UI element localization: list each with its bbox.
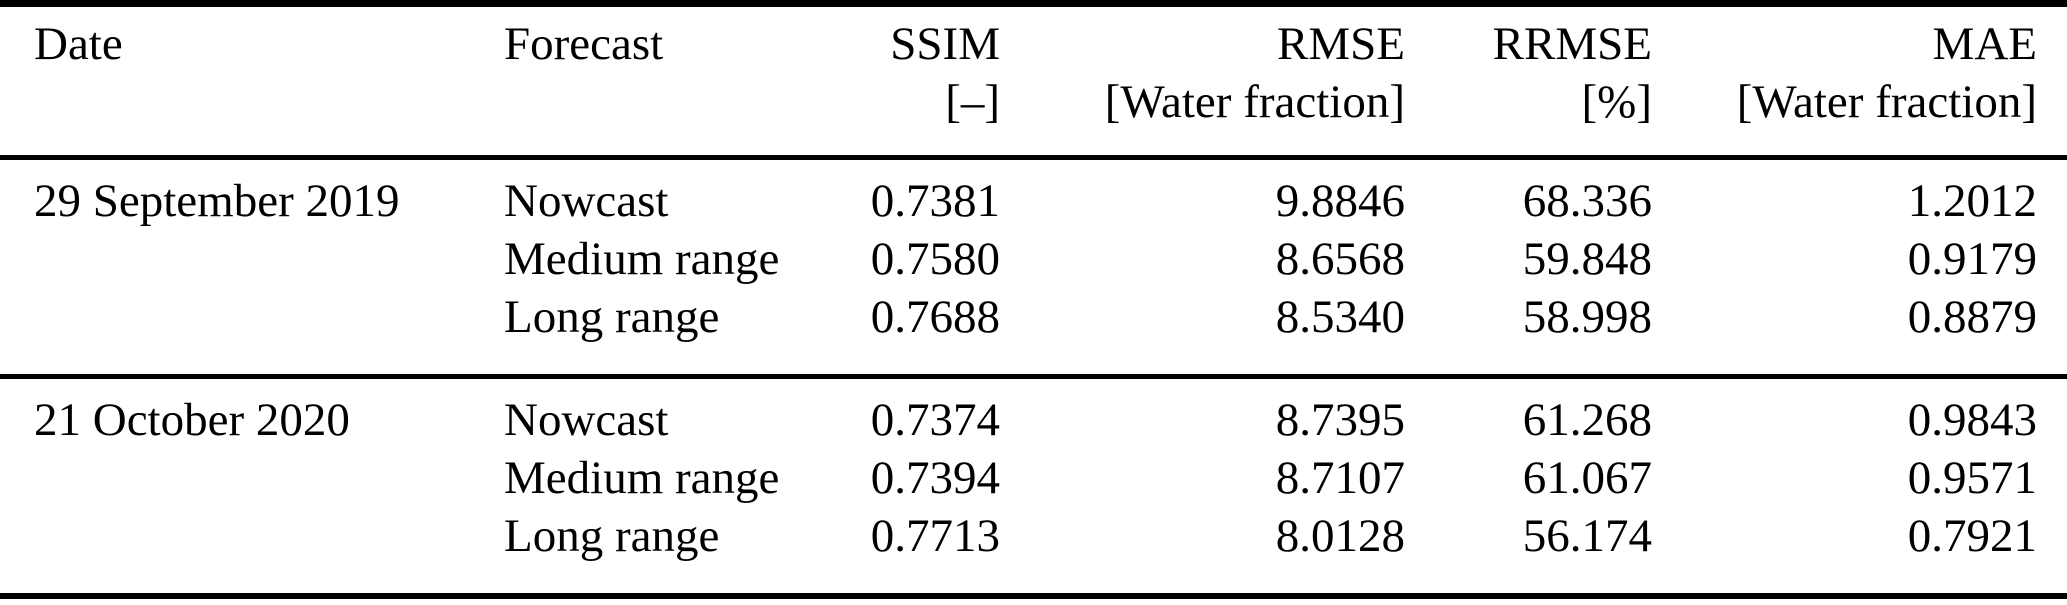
date-group-2019: 29 September 2019 Nowcast 0.7381 9.8846 …	[0, 158, 2067, 377]
column-header-ssim: SSIM	[890, 18, 1000, 70]
rrmse-cell: 58.998	[1522, 291, 1652, 343]
ssim-cell: 0.7580	[870, 233, 1000, 285]
rrmse-cell: 68.336	[1522, 175, 1652, 227]
table-header: Date Forecast SSIM RMSE RRMSE MAE [–] [W…	[0, 4, 2067, 158]
forecast-cell: Nowcast	[504, 394, 669, 446]
column-header-mae: MAE	[1932, 18, 2037, 70]
mae-cell: 1.2012	[1907, 175, 2037, 227]
header-unit-row: [–] [Water fraction] [%] [Water fraction…	[0, 73, 2067, 158]
date-cell: 29 September 2019	[34, 175, 400, 227]
ssim-cell: 0.7688	[870, 291, 1000, 343]
mae-cell: 0.9179	[1907, 233, 2037, 285]
table-row: 21 October 2020 Nowcast 0.7374 8.7395 61…	[0, 377, 2067, 450]
date-cell	[0, 507, 504, 596]
rmse-cell: 9.8846	[1275, 175, 1405, 227]
date-cell: 21 October 2020	[34, 394, 350, 446]
rmse-cell: 8.7395	[1275, 394, 1405, 446]
forecast-cell: Medium range	[504, 452, 780, 504]
column-unit-ssim: [–]	[945, 76, 1000, 128]
date-cell	[0, 449, 504, 507]
rrmse-cell: 56.174	[1522, 510, 1652, 562]
column-unit-forecast	[504, 73, 784, 158]
ssim-cell: 0.7713	[870, 510, 1000, 562]
date-cell	[0, 230, 504, 288]
rmse-cell: 8.7107	[1275, 452, 1405, 504]
column-unit-rrmse: [%]	[1581, 76, 1652, 128]
ssim-cell: 0.7374	[870, 394, 1000, 446]
forecast-cell: Long range	[504, 291, 720, 343]
rrmse-cell: 59.848	[1522, 233, 1652, 285]
table-row: 29 September 2019 Nowcast 0.7381 9.8846 …	[0, 158, 2067, 231]
header-label-row: Date Forecast SSIM RMSE RRMSE MAE	[0, 4, 2067, 74]
forecast-cell: Medium range	[504, 233, 780, 285]
rrmse-cell: 61.067	[1522, 452, 1652, 504]
mae-cell: 0.9571	[1907, 452, 2037, 504]
date-group-2020: 21 October 2020 Nowcast 0.7374 8.7395 61…	[0, 376, 2067, 597]
column-unit-mae: [Water fraction]	[1736, 76, 2037, 128]
column-header-rmse: RMSE	[1277, 18, 1405, 70]
table-row: Medium range 0.7580 8.6568 59.848 0.9179	[0, 230, 2067, 288]
column-header-forecast: Forecast	[504, 18, 664, 70]
table-row: Long range 0.7688 8.5340 58.998 0.8879	[0, 288, 2067, 377]
column-unit-date	[0, 73, 504, 158]
mae-cell: 0.8879	[1907, 291, 2037, 343]
table-row: Long range 0.7713 8.0128 56.174 0.7921	[0, 507, 2067, 596]
ssim-cell: 0.7394	[870, 452, 1000, 504]
mae-cell: 0.7921	[1907, 510, 2037, 562]
column-unit-rmse: [Water fraction]	[1104, 76, 1405, 128]
mae-cell: 0.9843	[1907, 394, 2037, 446]
ssim-cell: 0.7381	[870, 175, 1000, 227]
rrmse-cell: 61.268	[1522, 394, 1652, 446]
forecast-cell: Long range	[504, 510, 720, 562]
table-row: Medium range 0.7394 8.7107 61.067 0.9571	[0, 449, 2067, 507]
rmse-cell: 8.5340	[1275, 291, 1405, 343]
column-header-rrmse: RRMSE	[1492, 18, 1652, 70]
column-header-date: Date	[34, 18, 123, 70]
forecast-cell: Nowcast	[504, 175, 669, 227]
rmse-cell: 8.6568	[1275, 233, 1405, 285]
date-cell	[0, 288, 504, 377]
rmse-cell: 8.0128	[1275, 510, 1405, 562]
